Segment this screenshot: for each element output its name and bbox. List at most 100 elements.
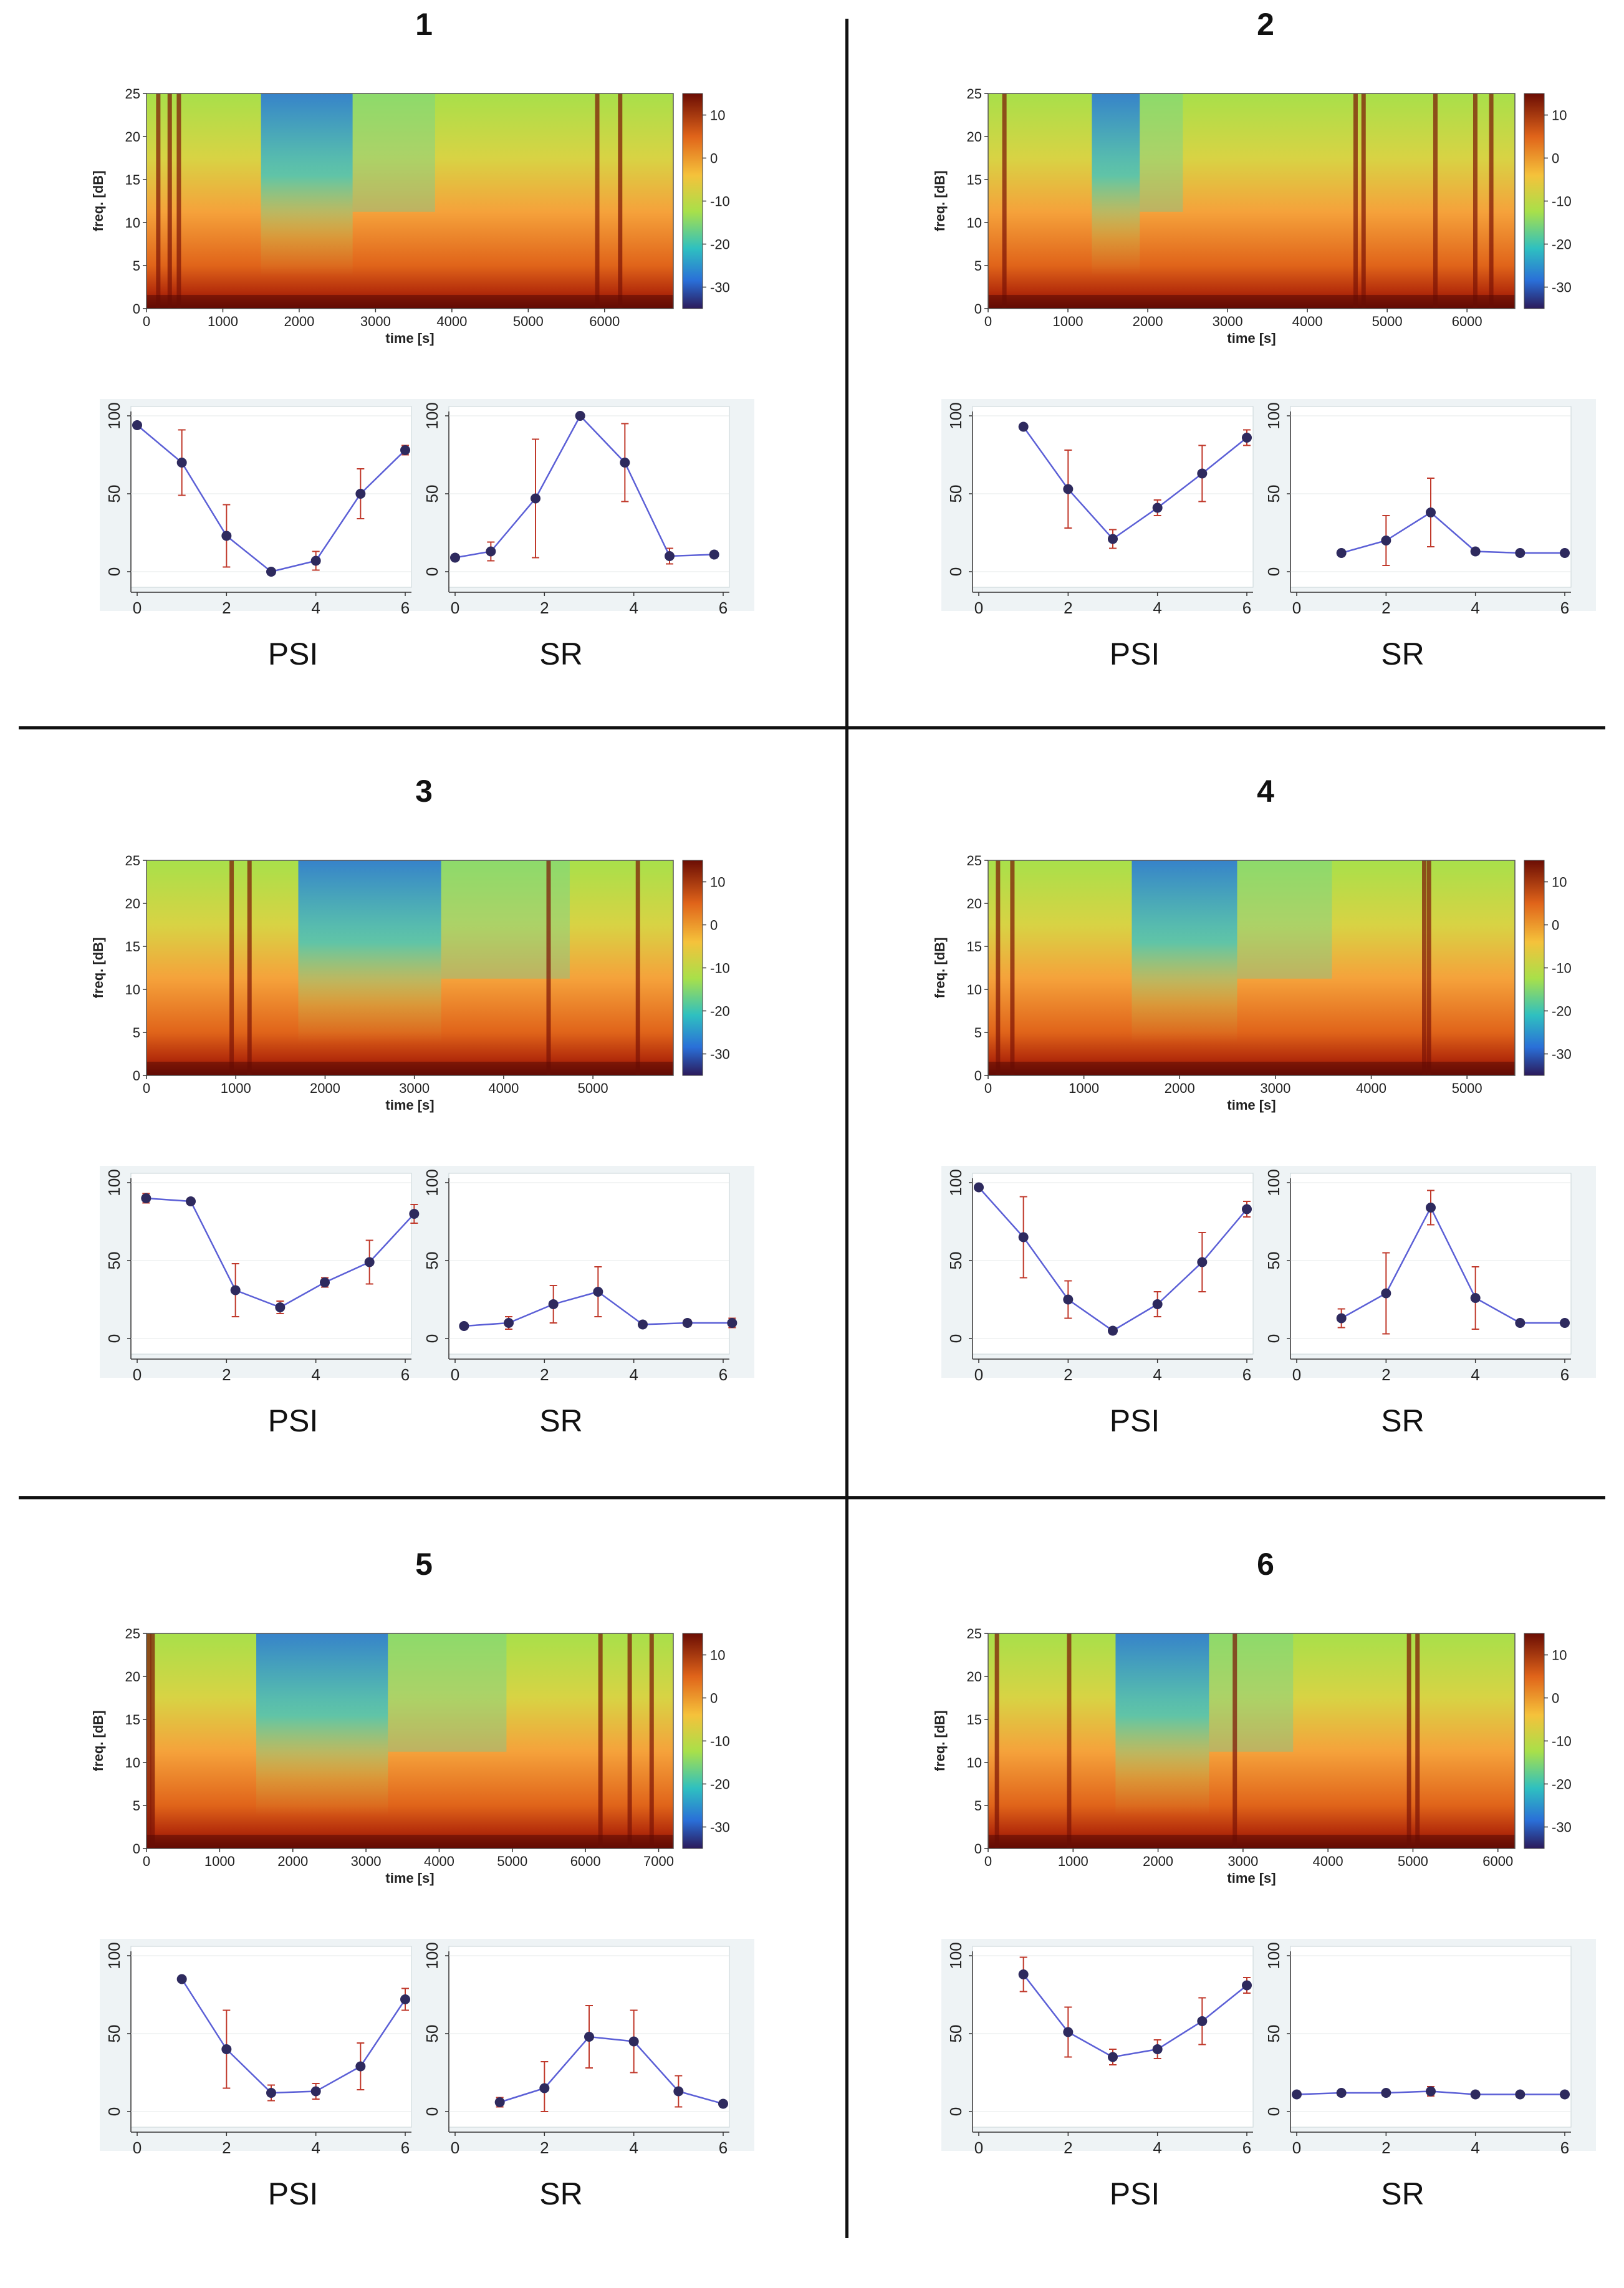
- sr-point: [1471, 547, 1481, 557]
- sr-label: SR: [1309, 2176, 1496, 2212]
- low-power-shoulder: [1237, 860, 1332, 979]
- colorbar-tick-label: 10: [710, 108, 725, 123]
- dark-band: [1407, 1633, 1411, 1848]
- low-power-region: [1132, 860, 1237, 1043]
- psi-point: [1019, 1969, 1029, 1979]
- y-tick-label: 0: [974, 301, 982, 317]
- y-tick-label: 0: [974, 1068, 982, 1084]
- sr-point: [504, 1318, 514, 1328]
- x-tick-label: 6000: [1482, 1853, 1513, 1869]
- y-tick-label: 20: [125, 129, 140, 145]
- x-tick-label: 4: [1471, 2138, 1479, 2157]
- spectrogram-4: 05101520250 1000 2000 3000 4000 5000time [s]f…: [916, 829, 1608, 1141]
- y-tick-label: 0: [105, 1334, 123, 1343]
- y-tick-label: 0: [423, 1334, 441, 1343]
- x-axis-label: time [s]: [385, 1097, 434, 1113]
- dark-band: [156, 94, 160, 309]
- x-tick-label: 4: [311, 598, 320, 617]
- x-tick-label: 6: [719, 598, 728, 617]
- colorbar-tick-label: -20: [1552, 1777, 1572, 1792]
- low-power-shoulder: [388, 1633, 506, 1752]
- y-axis-label: freq. [dB]: [90, 171, 106, 232]
- sr-point: [1292, 2090, 1302, 2100]
- psi-plot: 0501000 2 4 6: [946, 1169, 1253, 1384]
- y-tick-label: 20: [125, 896, 140, 911]
- y-tick-label: 50: [1264, 2025, 1283, 2043]
- y-tick-label: 50: [946, 1252, 965, 1270]
- y-tick-label: 10: [967, 215, 982, 231]
- colorbar: [1524, 94, 1544, 309]
- psi-sr-plots-2: 0 50 100 0 2 4 6 0 50 100 0 2 4 6: [941, 399, 1596, 611]
- sr-point: [1515, 548, 1525, 558]
- panel-6: 6 0 5 10 15 20 25 0 1000 2000 3000 4000 5000 6000 time…: [860, 1540, 1624, 2288]
- low-power-region: [1115, 1633, 1209, 1816]
- x-tick-label: 2: [1381, 1365, 1390, 1384]
- sr-label: SR: [1309, 636, 1496, 672]
- x-tick-label: 0: [974, 598, 983, 617]
- x-tick-label: 2: [222, 1365, 231, 1384]
- panel-3: 3 0 5 10 15 20 25 0 1000 2000 3000 4000 5000 time [s]…: [19, 767, 829, 1515]
- sr-point: [709, 550, 719, 560]
- x-tick-label: 6000: [1452, 314, 1482, 329]
- psi-point: [1108, 2052, 1118, 2062]
- x-tick-label: 0: [451, 598, 459, 617]
- y-tick-label: 0: [423, 567, 441, 576]
- spectrogram-6: 05101520250 1000 2000 3000 4000 5000 6000time …: [916, 1602, 1608, 1914]
- dark-band: [1010, 860, 1014, 1075]
- colorbar-tick-label: -20: [710, 237, 730, 252]
- y-tick-label: 50: [946, 2025, 965, 2043]
- x-tick-label: 2000: [1133, 314, 1163, 329]
- sr-point: [1426, 507, 1436, 517]
- y-tick-label: 5: [133, 1025, 140, 1041]
- y-tick-label: 100: [105, 1169, 123, 1196]
- sr-plot: 0 50 100 0 2 4 6: [1264, 1169, 1571, 1384]
- psi-sr-plots-5: 0 50 100 0 2 4 6 0 50 100 0 2 4 6: [100, 1939, 754, 2151]
- psi-plot: 0501000 2 4 6: [105, 402, 411, 617]
- panel-1: 1 0 5 10 15 20 25 0 1000 2000 3000 4000 5000 6000 time…: [19, 0, 829, 748]
- sr-point: [1381, 536, 1391, 546]
- sr-point: [539, 2084, 549, 2093]
- y-tick-label: 10: [967, 982, 982, 997]
- x-tick-label: 3000: [351, 1853, 382, 1869]
- colorbar: [1524, 1633, 1544, 1848]
- y-tick-label: 0: [423, 2107, 441, 2116]
- y-tick-label: 0: [946, 1334, 965, 1343]
- x-tick-label: 5000: [1372, 314, 1403, 329]
- sr-point: [665, 551, 675, 561]
- colorbar-tick-label: -10: [710, 1734, 730, 1749]
- x-tick-label: 6: [1560, 2138, 1569, 2157]
- sr-point: [495, 2097, 505, 2107]
- y-tick-label: 0: [1264, 567, 1283, 576]
- y-tick-label: 25: [967, 86, 982, 102]
- psi-point: [1153, 1299, 1163, 1309]
- sr-point: [450, 553, 460, 563]
- panel-2: 2 0 5 10 15 20 25 0 1000 2000 3000 4000 5000 6000 time…: [860, 0, 1624, 748]
- low-power-shoulder: [353, 94, 435, 212]
- x-tick-label: 4000: [488, 1080, 519, 1096]
- colorbar-tick-label: -20: [710, 1777, 730, 1792]
- x-axis-label: time [s]: [1227, 1097, 1276, 1113]
- psi-plot: 0501000 2 4 6: [946, 402, 1253, 617]
- x-tick-label: 6: [401, 598, 410, 617]
- y-tick-label: 5: [133, 258, 140, 274]
- sr-point: [1337, 1314, 1347, 1324]
- dark-band: [995, 1633, 999, 1848]
- psi-point: [311, 2087, 321, 2097]
- y-tick-label: 15: [967, 172, 982, 188]
- y-tick-label: 10: [125, 1755, 140, 1771]
- spectrogram-1: 0 5 10 15 20 25 0 1000 2000 3000 4000 5000 6000 time …: [75, 62, 767, 374]
- low-power-region: [298, 860, 441, 1043]
- psi-point: [1063, 484, 1073, 494]
- psi-point: [311, 556, 321, 566]
- x-tick-label: 2: [1064, 2138, 1072, 2157]
- sr-point: [718, 2099, 728, 2109]
- psi-point: [355, 489, 365, 499]
- psi-point: [177, 458, 187, 468]
- x-tick-label: 6: [1560, 598, 1569, 617]
- colorbar-tick-label: 0: [1552, 151, 1559, 166]
- x-tick-label: 4000: [1292, 314, 1323, 329]
- psi-point: [132, 420, 142, 430]
- y-tick-label: 20: [967, 896, 982, 911]
- x-tick-label: 4000: [1313, 1853, 1343, 1869]
- dark-band: [1232, 1633, 1237, 1848]
